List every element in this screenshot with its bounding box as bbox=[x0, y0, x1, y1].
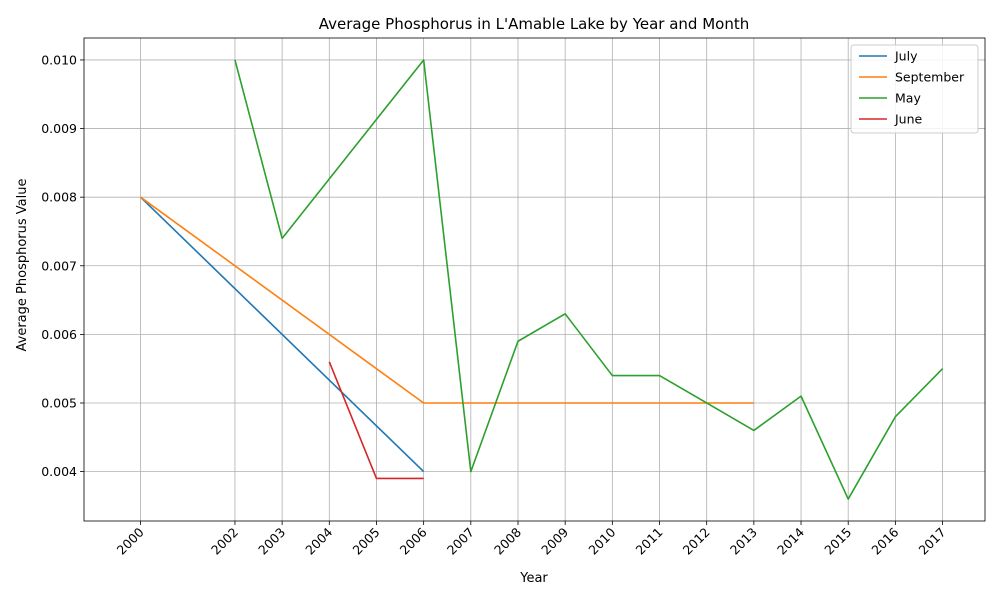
y-tick-label: 0.009 bbox=[41, 121, 77, 136]
series-line-july bbox=[140, 196, 425, 473]
y-tick-label: 0.006 bbox=[41, 327, 77, 342]
legend-label: September bbox=[895, 70, 965, 85]
legend-label: June bbox=[894, 112, 923, 127]
chart-title: Average Phosphorus in L'Amable Lake by Y… bbox=[319, 15, 749, 33]
y-tick-label: 0.004 bbox=[41, 464, 77, 479]
grid-lines bbox=[84, 38, 985, 521]
y-tick-label: 0.008 bbox=[41, 190, 77, 205]
plot-frame bbox=[83, 37, 986, 522]
series-line-june bbox=[328, 361, 424, 480]
y-tick-label: 0.010 bbox=[41, 52, 77, 67]
y-tick-label: 0.007 bbox=[41, 258, 77, 273]
x-axis-label: Year bbox=[519, 571, 548, 586]
series-line-may bbox=[234, 59, 944, 500]
y-axis: 0.004 0.005 0.006 0.007 0.008 0.009 0.010 bbox=[41, 52, 84, 479]
y-tick-label: 0.005 bbox=[41, 395, 77, 410]
series-line-september bbox=[140, 196, 754, 404]
legend-box bbox=[850, 44, 979, 134]
legend-label: July bbox=[894, 49, 918, 64]
y-axis-label: Average Phosphorus Value bbox=[15, 179, 30, 352]
legend: July September May June bbox=[850, 44, 979, 134]
legend-label: May bbox=[895, 91, 921, 106]
series-lines bbox=[140, 59, 944, 500]
